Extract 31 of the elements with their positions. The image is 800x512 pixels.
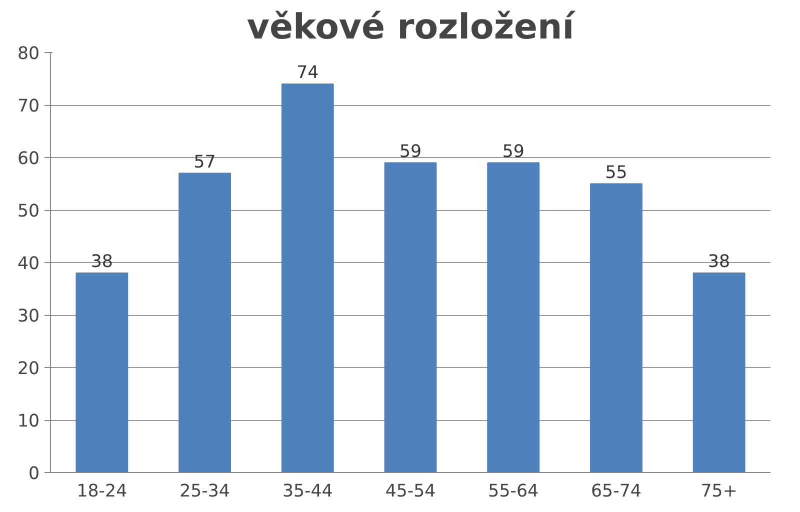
y-tick-label: 70	[17, 96, 40, 116]
bar	[281, 84, 334, 472]
x-tick-label: 25-34	[180, 482, 230, 502]
data-label: 38	[708, 252, 730, 272]
y-tick-label: 40	[17, 254, 40, 274]
chart-title: věkové rozložení	[246, 8, 576, 48]
y-tick-label: 10	[17, 412, 40, 432]
x-tick-label: 35-44	[282, 482, 333, 502]
y-tick-label: 20	[17, 359, 40, 379]
data-label: 74	[296, 63, 319, 83]
bar	[590, 183, 642, 472]
data-label: 59	[502, 142, 524, 162]
bar	[384, 162, 437, 472]
bar	[178, 172, 231, 472]
x-tick-label: 18-24	[76, 482, 128, 502]
data-label: 55	[605, 162, 628, 183]
y-tick-label: 80	[17, 44, 40, 64]
data-label: 38	[90, 252, 113, 272]
y-tick-label: 0	[28, 464, 40, 484]
data-label: 57	[194, 152, 216, 172]
x-tick-label: 75+	[700, 482, 738, 502]
y-tick-label: 60	[17, 149, 40, 169]
y-tick-label: 50	[17, 202, 40, 222]
y-tick-label: 30	[17, 306, 40, 326]
bar	[76, 272, 128, 472]
x-tick-label: 45-54	[385, 482, 436, 502]
x-tick-label: 55-64	[488, 482, 539, 502]
x-tick-label: 65-74	[591, 482, 642, 502]
bar	[692, 272, 746, 472]
data-label: 59	[399, 142, 422, 162]
bar	[487, 162, 540, 472]
